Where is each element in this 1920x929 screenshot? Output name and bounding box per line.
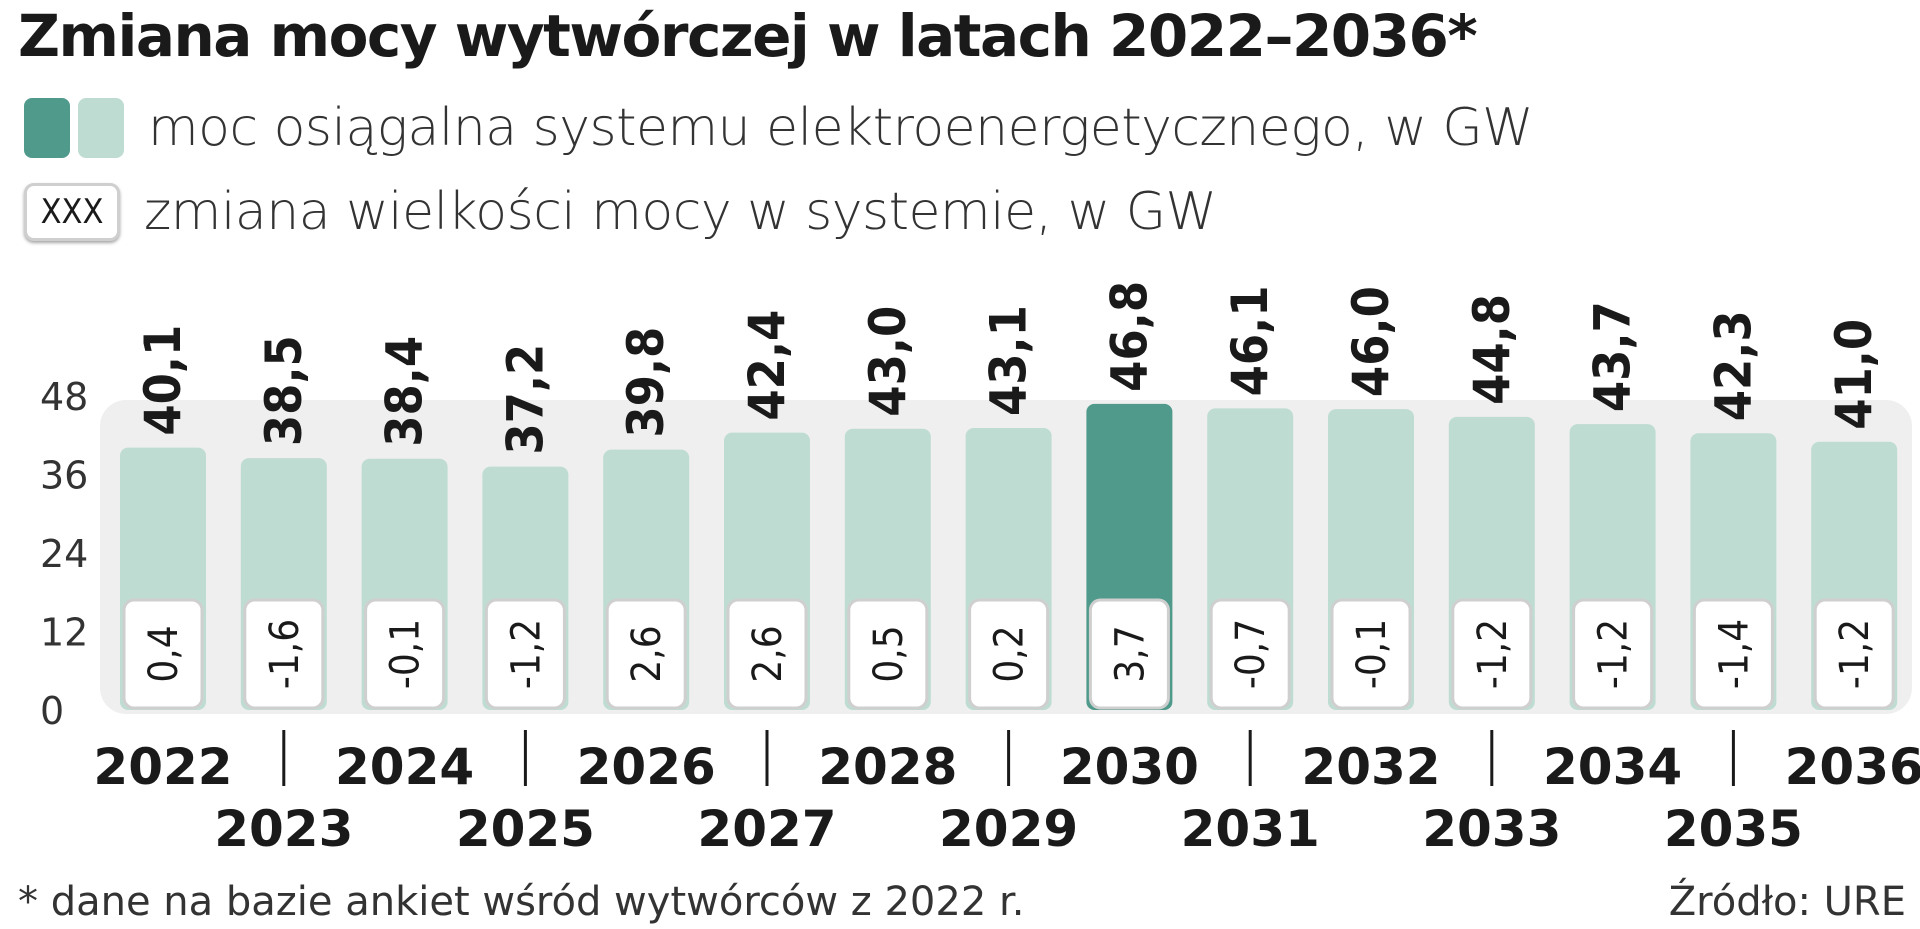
x-tick-label-2032: 2032 [1301,738,1440,796]
value-label-2034: 43,7 [1584,301,1642,412]
change-label-2033: -1,2 [1470,619,1516,689]
value-label-2025: 37,2 [496,344,554,455]
value-label-2024: 38,4 [376,336,434,447]
x-tick-label-2035: 2035 [1664,800,1803,858]
x-tick-label-2029: 2029 [939,800,1078,858]
value-label-2027: 42,4 [738,310,796,421]
x-tick-label-2034: 2034 [1543,738,1682,796]
value-label-2026: 39,8 [617,327,675,438]
change-box-2027 [726,598,808,710]
change-box-2028 [847,598,929,710]
change-label-2032: -0,1 [1349,619,1395,689]
value-label-2032: 46,0 [1342,286,1400,397]
chart-title: Zmiana mocy wytwórczej w latach 2022–203… [18,2,1478,70]
change-label-2030: 3,7 [1107,625,1153,682]
y-tick-label: 48 [40,375,88,419]
legend-swatch-light [78,98,124,158]
legend-capacity-label: moc osiągalna systemu elektroenergetyczn… [148,98,1534,158]
x-tick-label-2030: 2030 [1060,738,1199,796]
value-label-2023: 38,5 [255,335,313,446]
value-label-2036: 41,0 [1825,319,1883,430]
change-box-2032 [1330,598,1412,710]
value-label-2035: 42,3 [1704,310,1762,421]
x-tick-label-2033: 2033 [1422,800,1561,858]
change-label-2034: -1,2 [1591,619,1637,689]
source-note: Źródło: URE [1668,879,1906,925]
x-tick-label-2025: 2025 [456,800,595,858]
y-tick-label: 36 [40,454,88,498]
x-tick-label-2023: 2023 [214,800,353,858]
change-box-2022 [122,598,204,710]
x-tick-label-2026: 2026 [577,738,716,796]
change-label-2035: -1,4 [1711,619,1757,689]
value-label-2031: 46,1 [1221,285,1279,396]
legend-change-label: zmiana wielkości mocy w systemie, w GW [144,182,1217,242]
change-box-2033 [1451,598,1533,710]
change-label-2029: 0,2 [987,625,1033,682]
legend-capacity: moc osiągalna systemu elektroenergetyczn… [24,96,1534,160]
y-tick-label: 0 [40,689,64,733]
change-label-2025: -1,2 [503,619,549,689]
value-label-2022: 40,1 [134,325,192,436]
change-box-2030 [1088,598,1170,710]
x-tick-label-2024: 2024 [335,738,474,796]
x-tick-label-2028: 2028 [818,738,957,796]
change-box-2024 [364,598,446,710]
value-label-2030: 46,8 [1100,281,1158,392]
change-box-2036 [1813,598,1895,710]
change-box-2034 [1572,598,1654,710]
y-tick-label: 24 [40,532,88,576]
legend-change-sample: XXX [24,183,120,241]
x-tick-label-2036: 2036 [1785,738,1920,796]
change-box-2023 [243,598,325,710]
change-box-2025 [484,598,566,710]
change-label-2023: -1,6 [262,619,308,689]
legend-change: XXX zmiana wielkości mocy w systemie, w … [24,180,1217,244]
value-label-2028: 43,0 [859,306,917,417]
value-label-2029: 43,1 [980,305,1038,416]
change-box-2035 [1692,598,1774,710]
change-label-2031: -0,7 [1228,619,1274,689]
footnote: * dane na bazie ankiet wśród wytwórców z… [18,879,1025,925]
change-label-2027: 2,6 [745,625,791,682]
change-box-2029 [968,598,1050,710]
change-box-2031 [1209,598,1291,710]
value-label-2033: 44,8 [1463,294,1521,405]
legend-swatch-dark [24,98,70,158]
x-tick-label-2031: 2031 [1181,800,1320,858]
x-tick-label-2027: 2027 [697,800,836,858]
change-label-2024: -0,1 [383,619,429,689]
change-label-2022: 0,4 [141,625,187,682]
change-label-2026: 2,6 [624,625,670,682]
change-label-2028: 0,5 [866,625,912,682]
change-box-2026 [605,598,687,710]
x-tick-label-2022: 2022 [93,738,232,796]
y-tick-label: 12 [40,611,88,655]
change-label-2036: -1,2 [1832,619,1878,689]
